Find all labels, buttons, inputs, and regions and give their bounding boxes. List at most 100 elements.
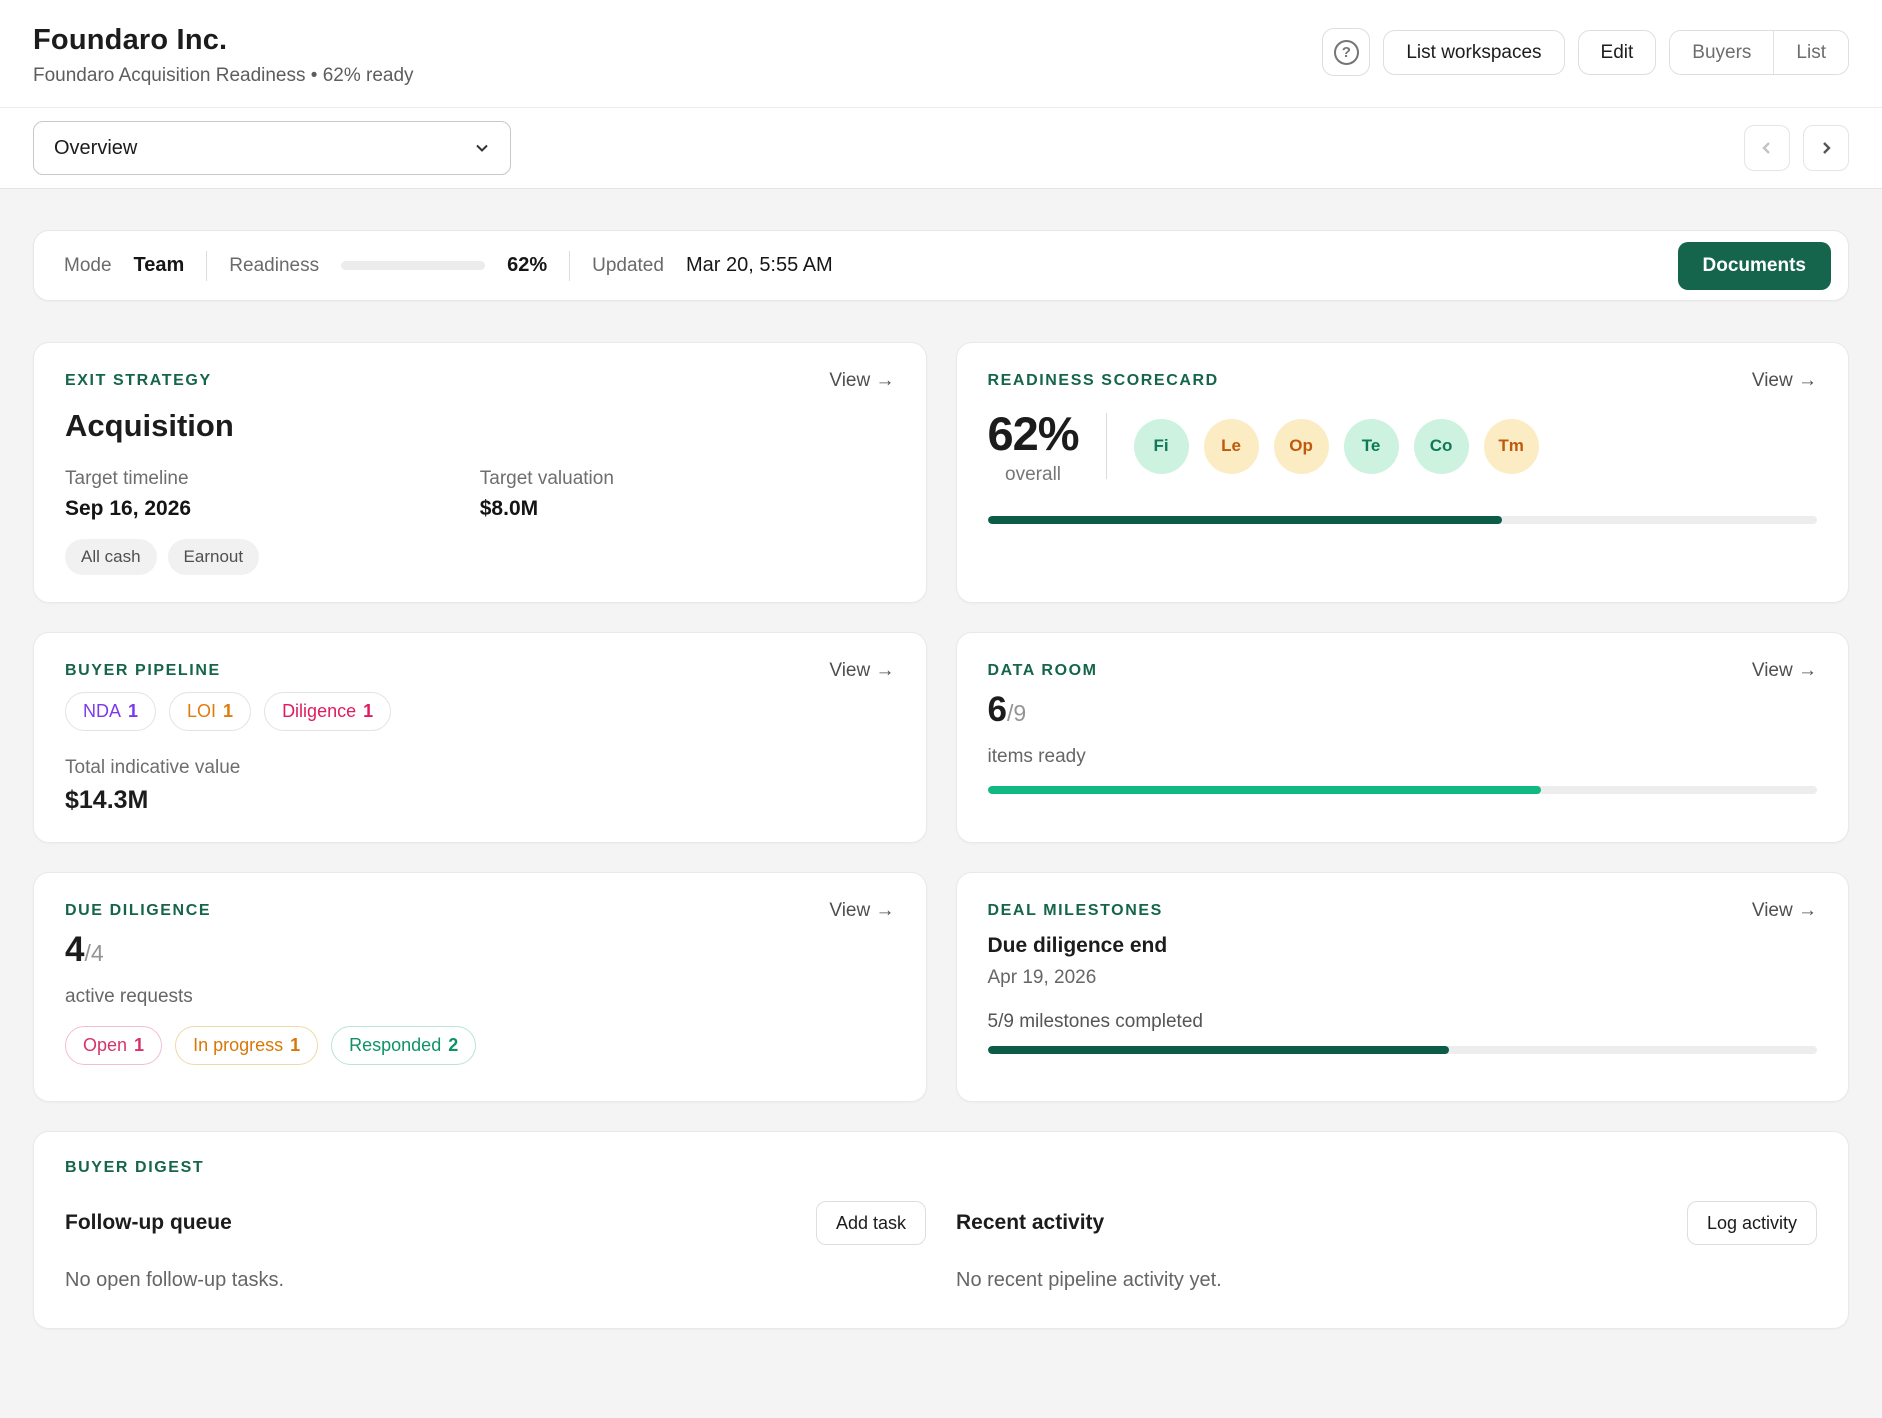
view-selector-value: Overview bbox=[54, 136, 138, 159]
due-diligence-title: Due Diligence bbox=[65, 902, 212, 919]
view-selector-dropdown[interactable]: Overview bbox=[33, 121, 511, 175]
status-pill-responded: Responded 2 bbox=[331, 1026, 477, 1065]
exit-strategy-card: Exit Strategy View → Acquisition Target … bbox=[33, 342, 927, 603]
divider bbox=[569, 250, 571, 281]
target-valuation-label: Target valuation bbox=[479, 468, 614, 489]
target-valuation-value: $8.0M bbox=[479, 497, 539, 520]
buyer-pipeline-card: Buyer Pipeline View → NDA 1 LOI 1 Diligenc… bbox=[33, 632, 927, 843]
cards-grid: Exit Strategy View → Acquisition Target … bbox=[33, 342, 1849, 1329]
due-diligence-card: Due Diligence View → 4 /4 active request… bbox=[33, 872, 927, 1102]
question-mark-icon: ? bbox=[1333, 39, 1359, 65]
chevron-right-icon bbox=[1823, 142, 1831, 154]
next-milestone-name: Due diligence end bbox=[987, 934, 1168, 957]
buyer-digest-card: Buyer Digest Follow-up queue Add task No… bbox=[33, 1131, 1849, 1329]
header-toolbar-row: Overview bbox=[0, 108, 1882, 189]
status-bar: Mode Team Readiness 62% Updated Mar 20, … bbox=[33, 230, 1849, 301]
mode-label: Mode bbox=[64, 254, 112, 276]
workspace-identity: Foundaro Inc. Foundaro Acquisition Readi… bbox=[33, 24, 414, 87]
pipeline-stage-pills: NDA 1 LOI 1 Diligence 1 bbox=[65, 692, 895, 731]
dimension-badge-tm: Tm bbox=[1483, 418, 1539, 474]
page-title: Foundaro Inc. bbox=[33, 24, 228, 56]
scorecard-progress-bar bbox=[987, 516, 1817, 524]
total-indicative-value: $14.3M bbox=[65, 786, 149, 814]
milestones-progress-fill bbox=[987, 1046, 1449, 1054]
request-status-pills: Open 1 In progress 1 Responded 2 bbox=[65, 1026, 895, 1065]
exit-strategy-headline: Acquisition bbox=[65, 408, 234, 443]
documents-button[interactable]: Documents bbox=[1677, 241, 1831, 290]
deal-term-chip: All cash bbox=[65, 539, 157, 575]
next-page-button[interactable] bbox=[1803, 125, 1849, 171]
readiness-scorecard-title: Readiness Scorecard bbox=[987, 372, 1219, 389]
readiness-percent: 62% bbox=[507, 254, 548, 276]
data-room-total-count: /9 bbox=[1006, 700, 1027, 726]
buyer-pipeline-view-link[interactable]: View → bbox=[829, 660, 895, 681]
page-header: Foundaro Inc. Foundaro Acquisition Readi… bbox=[0, 0, 1882, 189]
overall-label: overall bbox=[1005, 464, 1062, 485]
readiness-label: Readiness bbox=[229, 254, 320, 276]
list-workspaces-button[interactable]: List workspaces bbox=[1383, 29, 1565, 75]
deal-term-chip: Earnout bbox=[167, 539, 260, 575]
target-timeline-value: Sep 16, 2026 bbox=[65, 497, 192, 520]
due-diligence-count: 4 bbox=[65, 930, 85, 969]
exit-strategy-view-link[interactable]: View → bbox=[829, 370, 895, 391]
divider bbox=[206, 250, 208, 281]
stage-pill-diligence: Diligence 1 bbox=[264, 692, 392, 731]
stage-pill-nda: NDA 1 bbox=[65, 692, 157, 731]
deal-milestones-view-link[interactable]: View → bbox=[1751, 900, 1817, 921]
mode-value: Team bbox=[133, 254, 185, 276]
data-room-caption: items ready bbox=[987, 746, 1086, 767]
view-toggle-group: Buyers List bbox=[1669, 29, 1849, 75]
dimension-badge-le: Le bbox=[1203, 418, 1259, 474]
data-room-ready-count: 6 bbox=[987, 690, 1007, 729]
buyer-pipeline-title: Buyer Pipeline bbox=[65, 662, 221, 679]
target-timeline-field: Target timeline Sep 16, 2026 bbox=[65, 468, 480, 521]
header-actions: ? List workspaces Edit Buyers List bbox=[1322, 28, 1849, 76]
divider bbox=[1105, 413, 1107, 479]
status-pill-in-progress: In progress 1 bbox=[175, 1026, 319, 1065]
recent-activity-title: Recent activity bbox=[956, 1211, 1105, 1234]
readiness-scorecard-view-link[interactable]: View → bbox=[1751, 370, 1817, 391]
deal-milestones-card: Deal Milestones View → Due diligence end… bbox=[955, 872, 1849, 1102]
dimension-badge-te: Te bbox=[1343, 418, 1399, 474]
exit-strategy-title: Exit Strategy bbox=[65, 372, 212, 389]
pager bbox=[1744, 125, 1849, 171]
dimension-badge-co: Co bbox=[1413, 418, 1469, 474]
data-room-progress-fill bbox=[987, 786, 1541, 794]
scorecard-progress-fill bbox=[987, 516, 1502, 524]
milestones-progress-caption: 5/9 milestones completed bbox=[987, 1011, 1203, 1032]
data-room-card: Data Room View → 6 /9 items ready bbox=[955, 632, 1849, 843]
dimension-badge-fi: Fi bbox=[1133, 418, 1189, 474]
stage-pill-loi: LOI 1 bbox=[169, 692, 252, 731]
overall-percent: 62% bbox=[987, 407, 1080, 460]
due-diligence-view-link[interactable]: View → bbox=[829, 900, 895, 921]
milestones-progress-bar bbox=[987, 1046, 1817, 1054]
recent-activity-section: Recent activity Log activity No recent p… bbox=[956, 1185, 1817, 1292]
page-subtitle: Foundaro Acquisition Readiness • 62% rea… bbox=[33, 65, 414, 86]
chevron-down-icon bbox=[476, 144, 488, 152]
add-task-button[interactable]: Add task bbox=[815, 1201, 926, 1245]
data-room-view-link[interactable]: View → bbox=[1751, 660, 1817, 681]
help-button[interactable]: ? bbox=[1322, 28, 1371, 76]
due-diligence-caption: active requests bbox=[65, 986, 193, 1007]
data-room-progress-bar bbox=[987, 786, 1817, 794]
data-room-title: Data Room bbox=[987, 662, 1098, 679]
deal-terms-chips: All cash Earnout bbox=[65, 539, 895, 575]
readiness-progress-bar bbox=[341, 261, 486, 270]
followup-queue-title: Follow-up queue bbox=[65, 1211, 232, 1234]
list-button[interactable]: List bbox=[1773, 30, 1848, 74]
dimension-badges: Fi Le Op Te Co Tm bbox=[1133, 418, 1539, 474]
total-indicative-label: Total indicative value bbox=[65, 757, 241, 778]
dimension-badge-op: Op bbox=[1273, 418, 1329, 474]
overall-score: 62% overall bbox=[987, 406, 1080, 486]
previous-page-button[interactable] bbox=[1744, 125, 1790, 171]
target-valuation-field: Target valuation $8.0M bbox=[480, 468, 895, 521]
chevron-left-icon bbox=[1762, 142, 1770, 154]
updated-label: Updated bbox=[592, 254, 664, 276]
log-activity-button[interactable]: Log activity bbox=[1686, 1201, 1817, 1245]
buyers-button[interactable]: Buyers bbox=[1670, 30, 1774, 74]
buyer-digest-title: Buyer Digest bbox=[65, 1159, 205, 1176]
edit-button[interactable]: Edit bbox=[1577, 29, 1657, 75]
next-milestone-date: Apr 19, 2026 bbox=[987, 967, 1097, 988]
updated-timestamp: Mar 20, 5:55 AM bbox=[685, 254, 833, 276]
followup-queue-section: Follow-up queue Add task No open follow-… bbox=[65, 1185, 926, 1292]
